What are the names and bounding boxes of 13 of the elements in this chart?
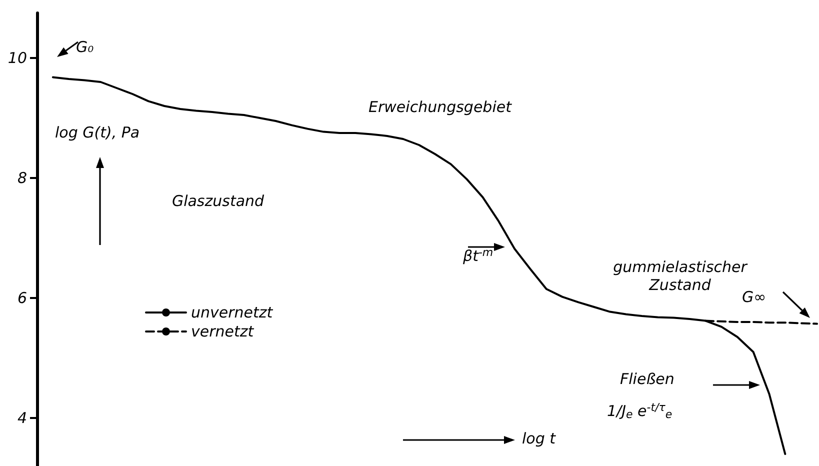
annotation: Fließen [620,370,674,388]
annotation: G₀ [76,38,94,56]
annotation: G∞ [742,288,766,306]
x-axis-title: log t [522,430,557,448]
y-tick-label: 6 [17,289,27,307]
y-tick-label: 10 [8,49,27,67]
y-tick-label: 8 [17,169,27,187]
annotation: Erweichungsgebiet [368,98,513,116]
y-axis-title: log G(t), Pa [55,124,140,142]
annotation: Glaszustand [172,192,265,210]
y-tick-label: 4 [17,409,27,427]
legend-label: unvernetzt [191,304,274,322]
legend-label: vernetzt [191,322,255,340]
